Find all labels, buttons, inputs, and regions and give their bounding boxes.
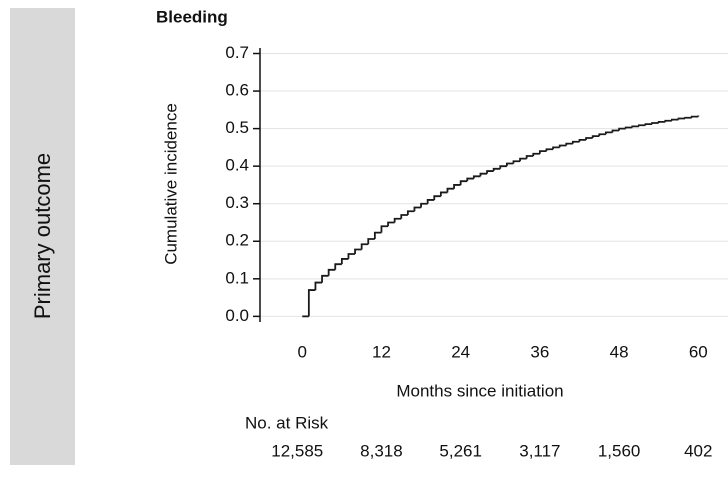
- y-axis-label: Cumulative incidence: [161, 103, 180, 265]
- y-tick-label: 0.5: [225, 118, 249, 137]
- y-tick-label: 0.0: [225, 306, 249, 325]
- step: [611, 129, 620, 133]
- x-tick-label: 48: [610, 342, 629, 361]
- y-tick-label: 0.7: [225, 43, 249, 62]
- risk-count: 8,318: [360, 441, 403, 460]
- step: [492, 167, 501, 172]
- y-tick-label: 0.3: [225, 193, 249, 212]
- risk-count: 3,117: [519, 441, 560, 460]
- risk-count: 402: [684, 441, 712, 460]
- step: [439, 191, 448, 197]
- step: [413, 206, 422, 212]
- step: [585, 137, 593, 140]
- step: [684, 116, 692, 119]
- step: [571, 140, 580, 144]
- step: [459, 180, 468, 185]
- step: [426, 199, 435, 204]
- x-tick-label: 24: [451, 342, 470, 361]
- step: [433, 195, 441, 200]
- step: [340, 258, 349, 265]
- x-axis-label: Months since initiation: [396, 381, 563, 400]
- side-label: Primary outcome: [30, 153, 55, 319]
- step: [598, 133, 606, 137]
- step: [479, 172, 488, 177]
- step: [644, 123, 653, 126]
- step: [558, 144, 567, 148]
- x-tick-label: 36: [530, 342, 549, 361]
- step: [545, 148, 554, 152]
- step: [314, 281, 323, 291]
- step: [347, 253, 356, 259]
- step: [406, 210, 415, 215]
- risk-table-title: No. at Risk: [245, 413, 329, 432]
- step: [472, 175, 481, 179]
- step: [387, 221, 395, 227]
- step: [631, 125, 639, 128]
- risk-count: 5,261: [439, 441, 482, 460]
- step: [512, 160, 521, 164]
- y-tick-label: 0.1: [225, 268, 249, 287]
- step: [591, 135, 600, 138]
- step: [664, 119, 672, 122]
- step: [360, 243, 369, 250]
- step: [637, 124, 646, 127]
- risk-count: 1,560: [598, 441, 641, 460]
- step: [690, 115, 699, 118]
- step: [373, 231, 382, 240]
- step: [486, 170, 494, 174]
- step: [604, 131, 613, 135]
- step: [618, 127, 626, 131]
- step: [354, 248, 362, 255]
- step: [499, 165, 507, 169]
- step: [552, 146, 560, 150]
- step: [565, 142, 573, 146]
- step: [624, 126, 633, 129]
- step: [321, 274, 329, 283]
- step: [420, 202, 428, 208]
- step: [453, 184, 461, 189]
- step: [677, 117, 686, 120]
- x-tick-label: 0: [298, 342, 307, 361]
- step: [651, 122, 659, 125]
- step: [380, 225, 389, 233]
- step: [367, 238, 375, 245]
- step: [327, 268, 336, 276]
- step: [578, 138, 587, 142]
- y-tick-label: 0.6: [225, 81, 249, 100]
- step: [400, 214, 408, 219]
- step: [393, 217, 402, 223]
- step: [334, 263, 342, 270]
- step: [446, 187, 455, 193]
- step: [538, 150, 547, 154]
- y-tick-label: 0.2: [225, 231, 249, 250]
- step: [519, 157, 527, 162]
- step: [525, 155, 534, 159]
- step: [466, 177, 474, 182]
- x-tick-label: 12: [372, 342, 391, 361]
- chart-title: Bleeding: [156, 7, 228, 26]
- step: [505, 162, 514, 167]
- step: [532, 152, 540, 157]
- side-panel: [10, 8, 75, 465]
- y-tick-label: 0.4: [225, 156, 249, 175]
- step: [307, 289, 316, 317]
- step: [657, 120, 666, 123]
- x-tick-label: 60: [689, 342, 708, 361]
- risk-count: 12,585: [271, 441, 323, 460]
- step: [670, 118, 679, 121]
